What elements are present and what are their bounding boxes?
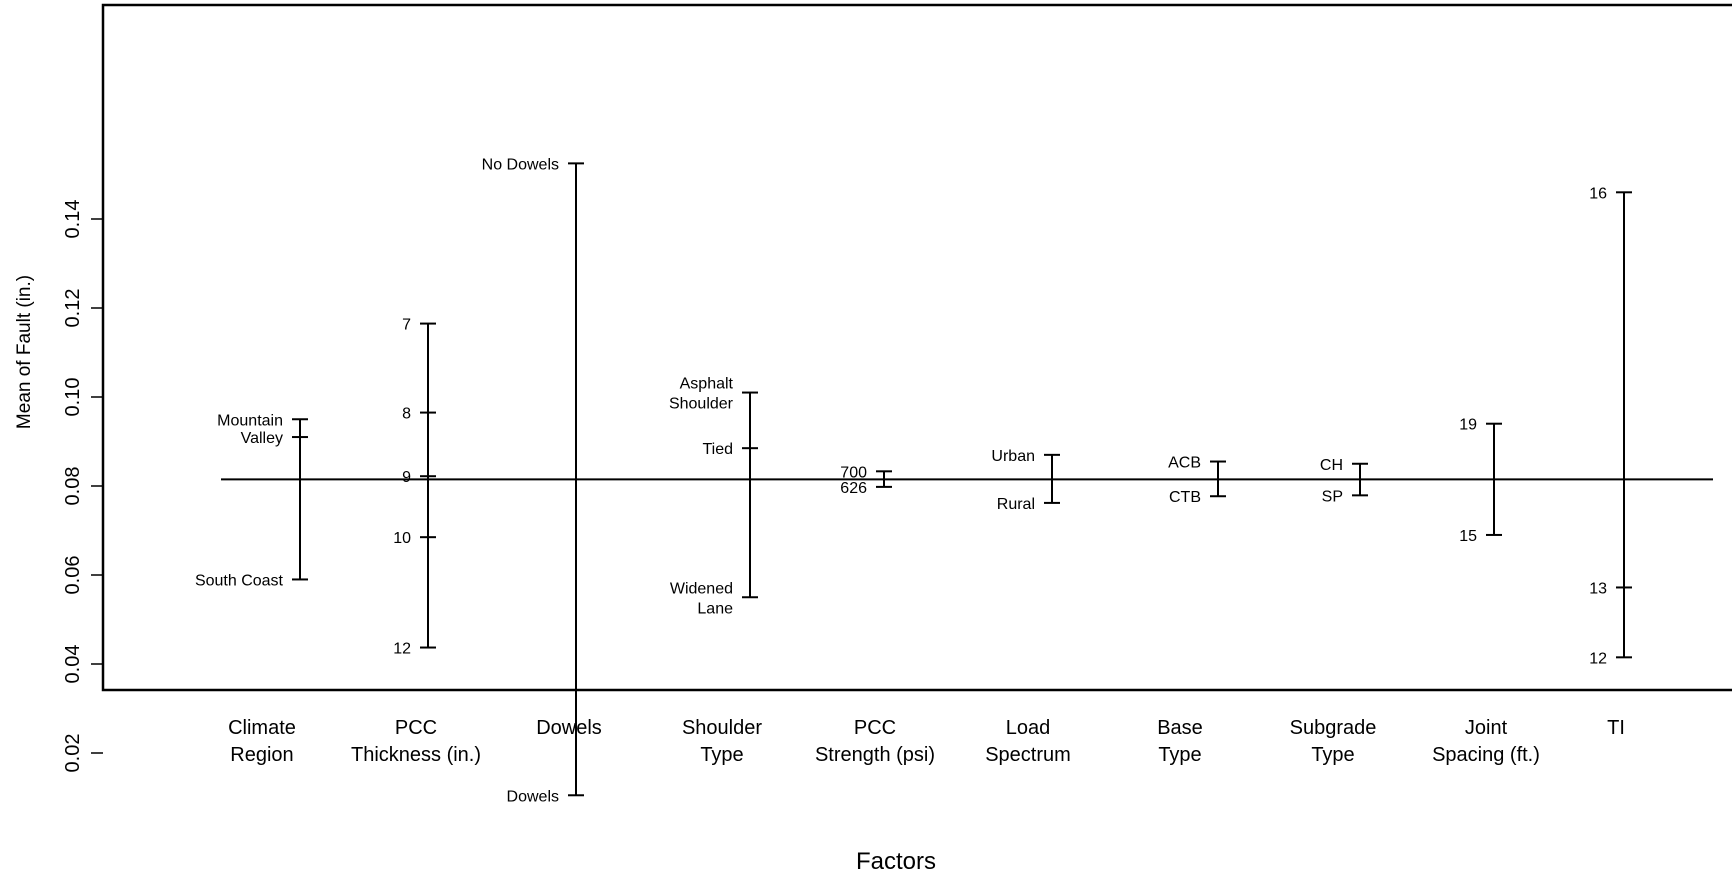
- plot-frame: [101, 3, 1732, 692]
- y-tick-label: 0.02: [62, 734, 84, 773]
- level-label: Rural: [997, 496, 1035, 513]
- factor-name: Type: [1158, 744, 1201, 766]
- plot-border: [101, 3, 1732, 692]
- level-label: 8: [402, 406, 411, 423]
- y-tick-label: 0.04: [62, 645, 84, 684]
- factor-2: No Dowels Dowels: [482, 156, 584, 805]
- level-label: 9: [402, 469, 411, 486]
- level-label: 12: [393, 641, 411, 658]
- level-label: South Coast: [195, 572, 284, 589]
- level-label: Tied: [702, 441, 733, 458]
- level-label: CTB: [1169, 489, 1201, 506]
- y-tick-label: 0.10: [62, 378, 84, 417]
- level-label: ACB: [1168, 455, 1201, 472]
- level-label: 10: [393, 530, 411, 547]
- level-label: Mountain: [217, 412, 283, 429]
- factor-1: 7 8 9 10 12: [393, 317, 436, 658]
- factor-name: Thickness (in.): [351, 744, 481, 766]
- factor-name: Load: [1006, 717, 1051, 739]
- level-label: Urban: [991, 448, 1035, 465]
- factor-name: TI: [1607, 717, 1625, 739]
- y-tick-label: 0.06: [62, 556, 84, 595]
- level-label: 700: [840, 464, 867, 481]
- y-tick-label: 0.08: [62, 467, 84, 506]
- factor-name: Subgrade: [1290, 717, 1377, 739]
- factor-name: Dowels: [536, 717, 602, 739]
- factor-6: ACB CTB: [1168, 455, 1226, 506]
- factor-5: Urban Rural: [991, 448, 1060, 513]
- factor-name: Type: [700, 744, 743, 766]
- level-label: 16: [1589, 185, 1607, 202]
- level-label: Asphalt: [680, 376, 734, 393]
- level-label: 19: [1459, 417, 1477, 434]
- y-axis-title: Mean of Fault (in.): [14, 275, 35, 429]
- level-label: SP: [1322, 488, 1343, 505]
- factor-name: Type: [1311, 744, 1354, 766]
- factor-name: PCC: [854, 717, 896, 739]
- factor-name: Strength (psi): [815, 744, 935, 766]
- y-axis: 0.02 0.04 0.06 0.08 0.10 0.12 0.14: [62, 200, 103, 773]
- level-label: Dowels: [507, 788, 559, 805]
- factor-name: Spacing (ft.): [1432, 744, 1540, 766]
- level-label: 12: [1589, 650, 1607, 667]
- y-tick-label: 0.14: [62, 200, 84, 239]
- level-label: 626: [840, 480, 867, 497]
- y-tick-label: 0.12: [62, 289, 84, 328]
- factor-name: Base: [1157, 717, 1203, 739]
- factor-name: Joint: [1465, 717, 1508, 739]
- level-label: CH: [1320, 457, 1343, 474]
- level-label: Lane: [697, 600, 733, 617]
- level-label: No Dowels: [482, 156, 559, 173]
- factor-3: Asphalt Shoulder Tied Widened Lane: [669, 376, 758, 617]
- level-label: Widened: [670, 580, 733, 597]
- factor-7: CH SP: [1320, 457, 1368, 505]
- factor-name: Spectrum: [985, 744, 1071, 766]
- factor-name: PCC: [395, 717, 437, 739]
- x-axis-title: Factors: [856, 848, 936, 875]
- factor-name: Region: [230, 744, 293, 766]
- factor-labels: Climate Region PCC Thickness (in.) Dowels Sho…: [228, 717, 1625, 766]
- level-label: 13: [1589, 580, 1607, 597]
- level-label: Shoulder: [669, 396, 734, 413]
- level-label: Valley: [241, 430, 283, 447]
- level-label: 15: [1459, 528, 1477, 545]
- factor-9: 16 13 12: [1589, 185, 1632, 667]
- factor-name: Climate: [228, 717, 296, 739]
- level-label: 7: [402, 317, 411, 334]
- factor-name: Shoulder: [682, 717, 762, 739]
